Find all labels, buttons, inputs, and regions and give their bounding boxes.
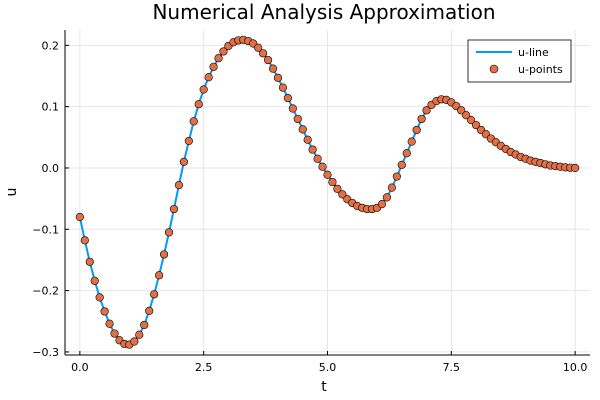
- data-point: [422, 106, 431, 115]
- y-tick-label: −0.1: [32, 223, 59, 236]
- y-tick-label: 0.2: [42, 39, 60, 52]
- data-point: [145, 306, 154, 315]
- data-point: [412, 125, 421, 135]
- data-point: [298, 125, 307, 134]
- y-axis-label: u: [4, 188, 20, 197]
- data-point: [135, 330, 144, 339]
- data-point: [457, 106, 466, 115]
- data-point: [283, 93, 292, 103]
- data-point: [194, 100, 203, 109]
- y-tick-label: −0.2: [32, 285, 59, 298]
- data-point: [308, 145, 317, 154]
- data-point: [387, 183, 396, 192]
- data-point: [467, 116, 476, 125]
- data-point: [417, 114, 426, 124]
- data-point: [377, 200, 387, 209]
- data-point: [110, 329, 119, 338]
- data-point: [159, 250, 169, 259]
- data-point: [382, 193, 392, 202]
- y-tick-label: 0.1: [42, 101, 60, 114]
- data-point: [254, 43, 263, 52]
- data-point: [214, 54, 223, 63]
- data-point: [199, 85, 208, 94]
- data-point: [204, 73, 213, 82]
- data-point: [402, 149, 411, 158]
- y-tick-label: −0.3: [32, 346, 59, 359]
- data-point: [85, 257, 94, 266]
- data-point: [100, 307, 109, 316]
- data-point: [105, 319, 114, 328]
- legend-label-u-points: u-points: [518, 63, 563, 76]
- data-point: [209, 62, 218, 71]
- x-tick-label: 5.0: [319, 361, 337, 374]
- x-tick-label: 0.0: [71, 361, 89, 374]
- data-point: [397, 160, 406, 170]
- data-point: [333, 184, 342, 193]
- data-point: [273, 73, 283, 82]
- data-point: [184, 136, 193, 146]
- data-point: [263, 55, 273, 65]
- y-tick-labels: −0.3 −0.2 −0.1 0.0 0.1 0.2: [32, 39, 69, 359]
- data-point: [278, 83, 288, 92]
- x-tick-label: 7.5: [443, 361, 461, 374]
- data-point: [219, 47, 228, 56]
- data-point: [80, 236, 89, 245]
- x-tick-label: 10.0: [563, 361, 588, 374]
- data-point: [174, 181, 184, 190]
- data-point: [90, 276, 99, 285]
- data-point: [179, 157, 188, 166]
- data-point: [140, 320, 149, 330]
- data-point: [95, 293, 104, 302]
- x-axis-label: t: [321, 379, 327, 395]
- data-point: [571, 163, 580, 173]
- data-point: [392, 172, 401, 181]
- data-point: [462, 111, 471, 120]
- data-point: [293, 114, 302, 124]
- data-point: [164, 228, 174, 237]
- data-point: [313, 154, 322, 163]
- data-point: [75, 212, 84, 222]
- legend-points-swatch: [489, 64, 499, 74]
- data-point: [169, 204, 179, 214]
- x-tick-label: 2.5: [195, 361, 213, 374]
- chart-title: Numerical Analysis Approximation: [152, 0, 495, 24]
- data-point: [155, 271, 164, 280]
- data-point: [303, 135, 312, 144]
- data-point: [328, 177, 337, 187]
- legend-label-u-line: u-line: [518, 46, 549, 59]
- data-point: [471, 120, 481, 130]
- legend: u-line u-points: [467, 39, 572, 83]
- data-point: [268, 64, 278, 73]
- u-points-series: [75, 35, 580, 349]
- data-point: [323, 170, 332, 179]
- data-point: [288, 104, 297, 113]
- data-point: [407, 137, 416, 146]
- data-point: [130, 337, 139, 346]
- data-point: [338, 190, 347, 199]
- legend-box: [467, 39, 572, 83]
- y-tick-label: 0.0: [42, 162, 60, 175]
- data-point: [259, 49, 268, 58]
- data-point: [189, 117, 198, 126]
- x-tick-labels: 0.0 2.5 5.0 7.5 10.0: [71, 351, 587, 374]
- data-point: [318, 162, 327, 171]
- data-point: [150, 290, 159, 299]
